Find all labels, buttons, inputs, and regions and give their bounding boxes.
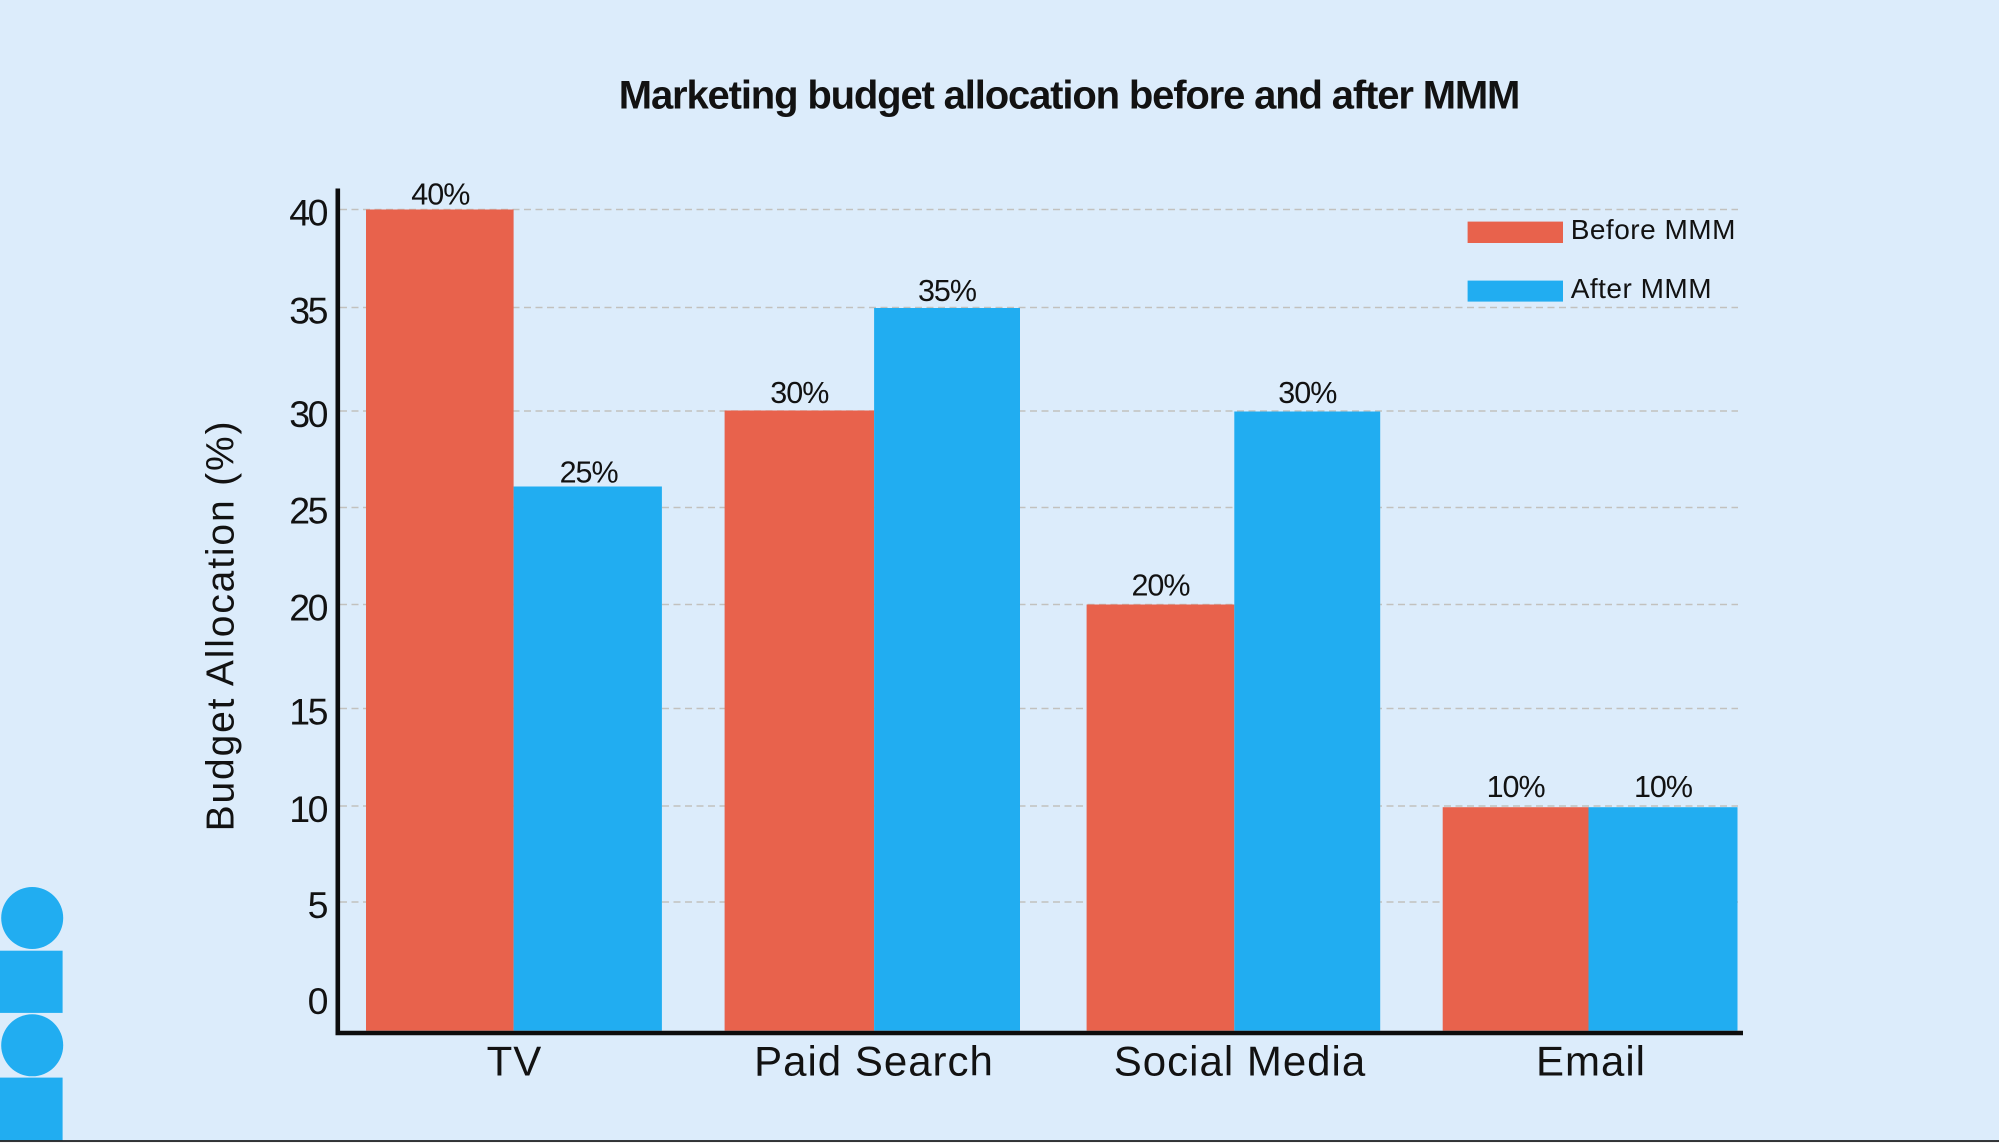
svg-text:Social Media: Social Media — [1114, 1038, 1366, 1085]
svg-text:TV: TV — [487, 1038, 543, 1085]
svg-text:30%: 30% — [770, 376, 829, 410]
svg-text:40: 40 — [289, 192, 327, 234]
svg-text:Marketing budget allocation be: Marketing budget allocation before and a… — [619, 74, 1519, 118]
svg-text:20%: 20% — [1131, 569, 1190, 603]
svg-text:10%: 10% — [1487, 770, 1546, 804]
svg-text:10%: 10% — [1634, 770, 1693, 804]
svg-text:Paid Search: Paid Search — [754, 1038, 994, 1085]
svg-text:30: 30 — [289, 393, 327, 435]
svg-text:Email: Email — [1536, 1038, 1646, 1085]
svg-text:20: 20 — [289, 587, 327, 629]
svg-text:0: 0 — [308, 980, 328, 1022]
svg-text:25%: 25% — [560, 456, 619, 490]
svg-text:35%: 35% — [918, 274, 977, 308]
svg-text:25: 25 — [289, 490, 327, 532]
svg-text:30%: 30% — [1278, 376, 1337, 410]
svg-text:35: 35 — [289, 290, 327, 332]
svg-text:10: 10 — [289, 788, 327, 830]
svg-text:40%: 40% — [411, 178, 470, 212]
svg-text:5: 5 — [308, 884, 328, 926]
svg-text:Budget Allocation (%): Budget Allocation (%) — [199, 420, 242, 832]
svg-text:15: 15 — [289, 691, 327, 733]
svg-text:After MMM: After MMM — [1571, 273, 1712, 304]
svg-text:Before MMM: Before MMM — [1571, 214, 1736, 245]
